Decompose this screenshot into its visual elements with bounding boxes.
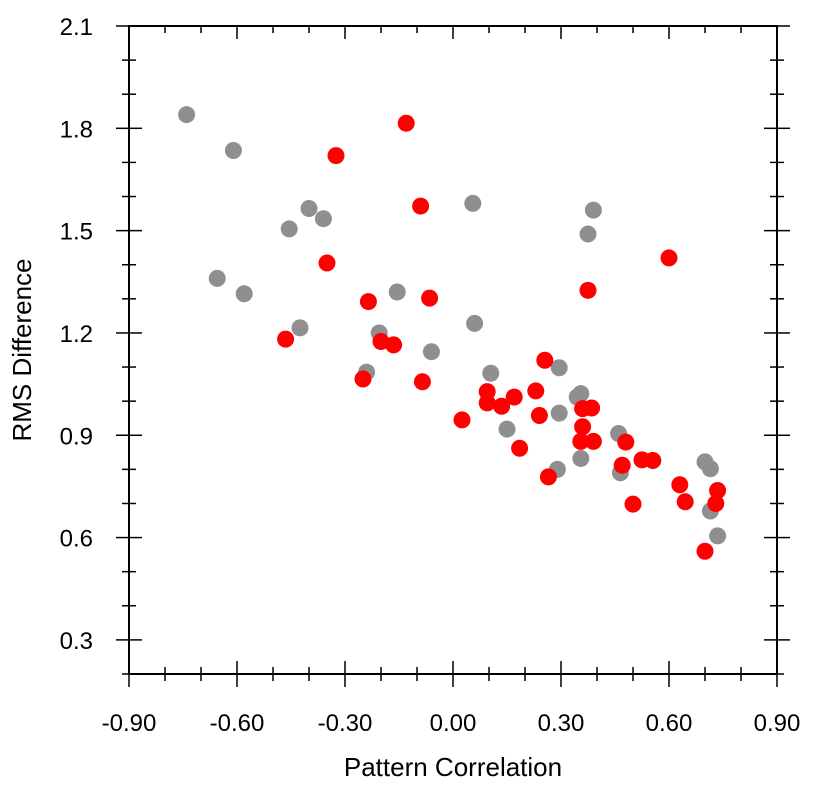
x-tick-label: 0.00 [430,710,477,737]
scatter-point [572,449,590,467]
scatter-point [224,141,242,159]
scatter-point [453,411,471,429]
scatter-point [354,370,372,388]
scatter-point [527,382,545,400]
x-tick-label: 0.90 [754,710,801,737]
scatter-point [291,319,309,337]
scatter-point [660,249,678,267]
y-tick-label: 1.5 [60,219,93,246]
y-tick-label: 2.1 [60,14,93,41]
scatter-point [464,194,482,212]
scatter-point [707,494,725,512]
plot-frame [128,25,778,675]
scatter-point [676,493,694,511]
scatter-point [583,399,601,417]
scatter-point [208,269,226,287]
scatter-point [385,336,403,354]
x-tick-label: 0.60 [646,710,693,737]
scatter-point [482,364,500,382]
y-tick-label: 1.8 [60,116,93,143]
scatter-point [584,432,602,450]
scatter-point [579,225,597,243]
scatter-point [550,359,568,377]
scatter-point [498,420,516,438]
scatter-point [397,114,415,132]
scatter-point [613,456,631,474]
scatter-point [624,495,642,513]
scatter-point [536,351,554,369]
scatter-point [579,281,597,299]
scatter-point [421,289,439,307]
scatter-point [412,197,430,215]
scatter-point [696,542,714,560]
scatter-point [572,385,590,403]
scatter-point [277,330,295,348]
scatter-point [300,199,318,217]
scatter-point [511,439,529,457]
scatter-point [327,147,345,165]
x-axis-label: Pattern Correlation [344,752,562,782]
ticks-layer [116,25,790,687]
scatter-point [280,220,298,238]
scatter-point [318,254,336,272]
points-layer [178,106,727,560]
scatter-point [178,106,196,124]
x-tick-label: -0.60 [210,710,265,737]
scatter-point [478,394,496,412]
y-tick-label: 0.6 [60,526,93,553]
scatter-point [314,210,332,228]
scatter-point [617,433,635,451]
y-tick-label: 0.9 [60,423,93,450]
scatter-point [539,468,557,486]
scatter-point [493,397,511,415]
scatter-point [235,285,253,303]
scatter-point [550,404,568,422]
scatter-point [709,482,727,500]
scatter-point [584,201,602,219]
scatter-point [701,460,719,478]
scatter-point [530,406,548,424]
scatter-point [644,452,662,470]
scatter-point [359,293,377,311]
scatter-point [466,314,484,332]
scatter-point [505,388,523,406]
scatter-point [572,432,590,450]
x-tick-label: 0.30 [538,710,585,737]
scatter-point [422,343,440,361]
scatter-point [388,283,406,301]
scatter-point [413,373,431,391]
x-tick-label: -0.90 [102,710,157,737]
y-axis-label: RMS Difference [7,258,37,441]
y-tick-label: 0.3 [60,628,93,655]
scatter-point [709,527,727,545]
x-tick-label: -0.30 [318,710,373,737]
tick-labels-layer: -0.90 -0.60 -0.30 0.00 0.30 0.60 0.90 0.3 0.6 0.9… [60,14,801,737]
scatter-point [671,476,689,494]
scatter-point [574,418,592,436]
y-tick-label: 1.2 [60,321,93,348]
